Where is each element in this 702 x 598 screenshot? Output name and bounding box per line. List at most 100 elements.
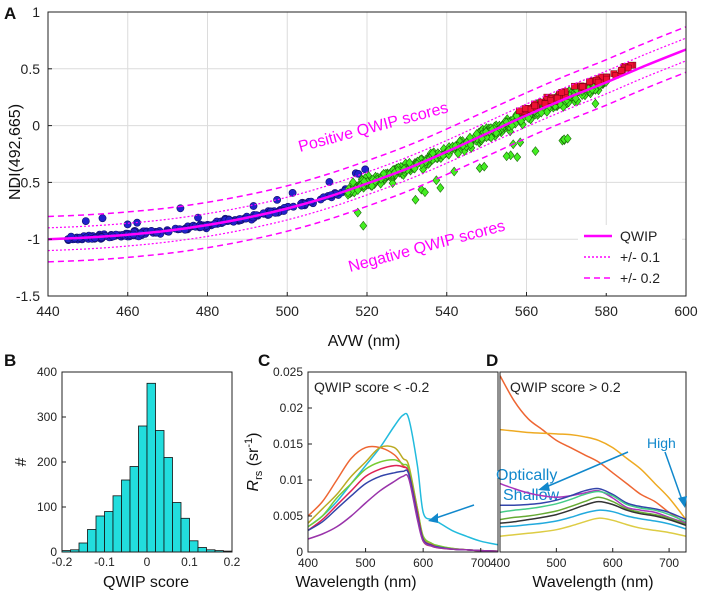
- d-series-line-3: [499, 487, 687, 521]
- data-point-circle: [98, 214, 107, 223]
- annotation-arrowhead-shallow: [428, 513, 438, 523]
- data-point-diamond: [513, 152, 522, 163]
- d-tick-label-x-3: 700: [659, 556, 679, 570]
- histogram-bar: [95, 515, 105, 553]
- d-tick-label-x-0: 400: [490, 556, 510, 570]
- c-tick-label-x-1: 500: [356, 556, 376, 570]
- histogram-bar: [197, 547, 207, 553]
- tick-label-x-5: 540: [435, 303, 459, 319]
- legend-label-qwip: QWIP: [620, 228, 657, 244]
- c-tick-label-x-0: 400: [298, 556, 318, 570]
- annotation-shallow: Shallow: [503, 487, 559, 504]
- histogram-bar: [180, 517, 190, 553]
- annotation-arrow-high-right: [664, 451, 683, 501]
- panel-a-ylabel: NDI(492,665): [7, 104, 24, 200]
- annotation-high: High: [647, 435, 676, 451]
- d-series-line-6: [499, 500, 687, 527]
- annotation-arrowhead-high-right: [678, 496, 687, 508]
- histogram-bar: [87, 529, 97, 553]
- b-tick-label-y-1: 100: [37, 500, 57, 514]
- histogram-bar: [138, 425, 148, 553]
- data-point-diamond: [531, 146, 540, 157]
- panel-a-curves: [47, 26, 687, 263]
- b-tick-label-x-0: -0.2: [52, 555, 73, 569]
- data-point-diamond: [450, 166, 459, 177]
- data-point-square: [531, 102, 539, 110]
- tick-label-x-7: 580: [595, 303, 619, 319]
- c-tick-label-y-0: 0: [296, 545, 303, 559]
- data-point-circle: [288, 188, 297, 197]
- d-series-line-1: [499, 428, 687, 521]
- data-point-diamond: [388, 178, 397, 189]
- data-point-diamond: [591, 98, 600, 109]
- panel-a-scatter-chart: 440 460 480 500 520 540 560 580 600 -1.5 -1 -0.5 0 0.…: [7, 4, 698, 350]
- panel-d-title: QWIP score > 0.2: [510, 379, 621, 395]
- annotation-arrowhead-high-left: [538, 482, 550, 491]
- c-series-line-0: [307, 412, 499, 546]
- histogram-bar: [112, 495, 122, 553]
- histogram-bar: [121, 479, 131, 553]
- b-tick-label-x-4: 0.2: [224, 555, 241, 569]
- b-tick-label-y-0: 0: [50, 545, 57, 559]
- d-series-line-2: [499, 482, 687, 524]
- tick-label-x-1: 460: [116, 303, 140, 319]
- panel-label-d: D: [486, 351, 498, 370]
- c-series-line-5: [307, 469, 499, 553]
- data-point-square: [586, 78, 593, 85]
- data-point-diamond: [436, 183, 445, 193]
- data-point-square: [515, 107, 523, 115]
- panel-a-xlabel: AVW (nm): [328, 333, 401, 350]
- panel-label-b: B: [4, 351, 16, 370]
- data-point-circle: [273, 195, 281, 204]
- data-point-diamond: [411, 194, 420, 205]
- qwip-band-upper-01: [47, 37, 687, 229]
- qwip-band-upper-02: [47, 26, 687, 218]
- d-series-line-5: [499, 496, 687, 526]
- panel-b-ylabel: #: [13, 457, 30, 466]
- data-point-diamond: [349, 177, 357, 188]
- panel-b-bars: [61, 382, 233, 553]
- panel-a-ticks: 440 460 480 500 520 540 560 580 600 -1.5 -1 -0.5 0 0.…: [16, 4, 698, 319]
- panel-label-c: C: [258, 351, 270, 370]
- tick-label-x-8: 600: [674, 303, 698, 319]
- panel-d-ticks: 400 500 600 700: [490, 548, 679, 570]
- data-point-circle: [361, 165, 370, 174]
- panel-c-xlabel: Wavelength (nm): [295, 574, 416, 591]
- data-point-square: [618, 67, 625, 74]
- histogram-bar: [155, 430, 165, 553]
- panel-b-ticks: -0.2 -0.1 0 0.1 0.2 0 100 200 300 400: [37, 365, 241, 569]
- panel-c-frame: [307, 371, 499, 553]
- c-tick-label-y-2: 0.01: [280, 473, 304, 487]
- panel-d-xlabel: Wavelength (nm): [532, 574, 653, 591]
- data-point-square: [571, 82, 578, 90]
- histogram-bar: [189, 540, 199, 553]
- data-point-square: [547, 97, 554, 104]
- b-tick-label-x-2: 0: [144, 555, 151, 569]
- data-point-diamond: [502, 151, 511, 162]
- d-series-line-4: [499, 490, 687, 523]
- panel-c-title: QWIP score < -0.2: [314, 379, 429, 395]
- annotation-optically: Optically: [496, 467, 557, 484]
- c-tick-label-x-3: 700: [471, 556, 491, 570]
- c-tick-label-y-3: 0.015: [273, 437, 303, 451]
- d-series-line-0: [499, 375, 687, 524]
- d-tick-label-x-1: 500: [546, 556, 566, 570]
- histogram-bar: [163, 457, 173, 553]
- c-tick-label-x-2: 600: [413, 556, 433, 570]
- data-point-square: [521, 105, 529, 112]
- histogram-bar: [146, 382, 156, 553]
- histogram-bar: [129, 466, 139, 553]
- panel-d-lines: [499, 375, 687, 537]
- data-point-square: [579, 83, 586, 91]
- data-point-circle: [354, 169, 363, 178]
- tick-label-y-5: 1: [32, 4, 40, 20]
- panel-c-ylabel: Rrs (sr-1): [243, 433, 265, 492]
- annotation-arrow-high-left: [545, 451, 629, 488]
- histogram-bar: [172, 502, 182, 553]
- tick-label-x-0: 440: [36, 303, 60, 319]
- tick-label-y-1: -1: [28, 231, 41, 247]
- data-point-diamond: [563, 133, 572, 144]
- legend-label-01: +/- 0.1: [620, 249, 660, 265]
- legend-label-02: +/- 0.2: [620, 270, 660, 286]
